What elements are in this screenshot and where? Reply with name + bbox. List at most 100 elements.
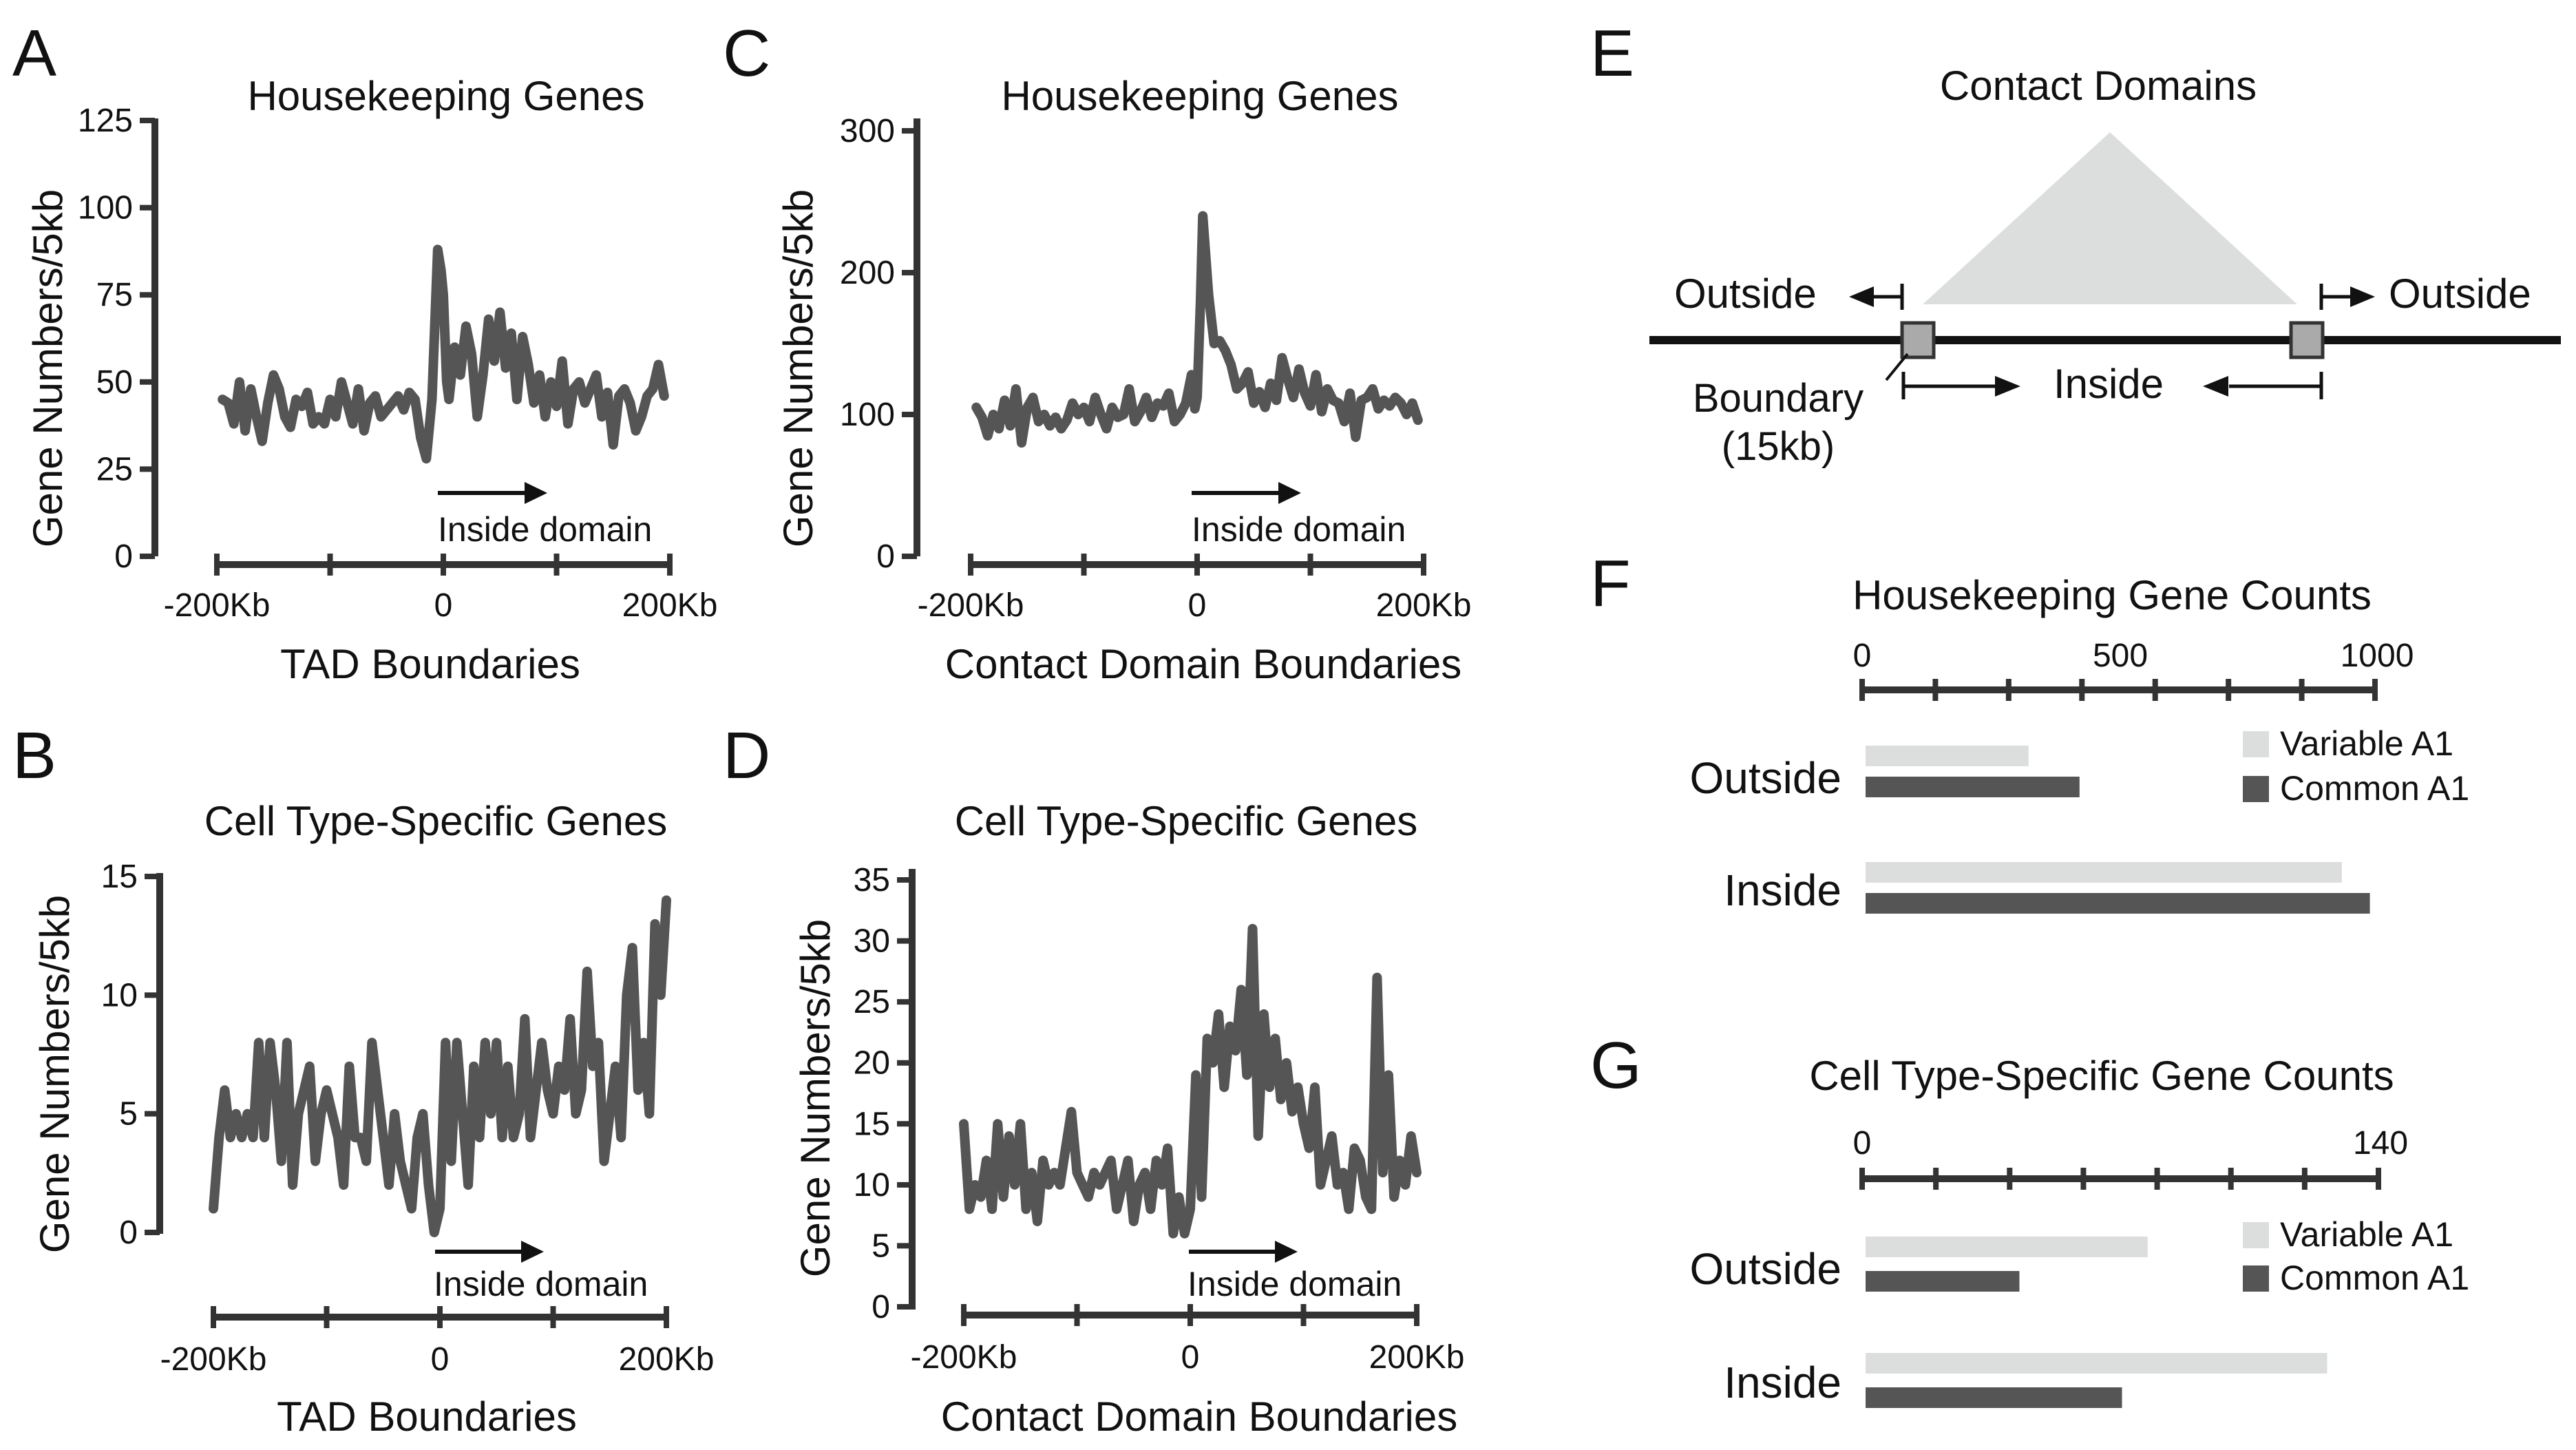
y-tick-label: 75 — [96, 277, 133, 313]
y-tick-label: 15 — [854, 1106, 890, 1142]
y-tick-label: 0 — [872, 1289, 890, 1325]
chart-c-ylabel: Gene Numbers/5kb — [775, 189, 821, 547]
legend-swatch-variable — [2243, 1222, 2269, 1248]
chart-c-annotation: Inside domain — [1192, 510, 1406, 549]
y-tick-label: 300 — [840, 113, 895, 149]
panel-letter-e: E — [1590, 17, 1634, 90]
arrow-left-icon — [1849, 286, 1874, 307]
chart-d: Cell Type-Specific Genes Gene Numbers/5k… — [792, 798, 1464, 1440]
chart-f-title: Housekeeping Gene Counts — [1852, 572, 2372, 618]
legend-label: Variable A1 — [2280, 724, 2453, 763]
chart-b-xtick-label: 200Kb — [619, 1341, 715, 1378]
chart-b-series-line — [209, 895, 671, 1237]
bar-variable-a1-outside — [1866, 746, 2029, 766]
chart-g: Cell Type-Specific Gene Counts 0 140 Out… — [1689, 1053, 2469, 1408]
chart-a-xtick-label: -200Kb — [164, 587, 271, 624]
inside-label: Inside — [2054, 361, 2164, 407]
chart-d-xtick-label: -200Kb — [911, 1339, 1017, 1376]
chart-f-xtick-label: 0 — [1853, 638, 1872, 674]
y-tick-label: 125 — [78, 103, 133, 139]
y-tick-label: 5 — [119, 1096, 138, 1133]
legend-swatch-common — [2243, 1265, 2269, 1292]
chart-c-xtick-label: 0 — [1188, 587, 1207, 624]
panel-letter-c: C — [723, 17, 770, 90]
y-tick-label: 35 — [854, 862, 890, 899]
legend-label: Variable A1 — [2280, 1215, 2453, 1254]
chart-a-series-line — [218, 244, 669, 464]
legend-swatch-variable — [2243, 731, 2269, 757]
chart-f-category-label: Inside — [1724, 865, 1841, 915]
bar-variable-a1-inside — [1866, 862, 2342, 883]
boundary-box-left — [1900, 321, 1936, 359]
chart-c-xtick-label: -200Kb — [918, 587, 1024, 624]
bar-variable-a1-inside — [1866, 1353, 2327, 1374]
chart-a-annotation: Inside domain — [438, 510, 652, 549]
y-tick-label: 20 — [854, 1045, 890, 1082]
chart-b-annotation: Inside domain — [434, 1265, 648, 1303]
y-tick-label: 25 — [854, 984, 890, 1020]
chart-g-xtick-label: 0 — [1853, 1125, 1872, 1162]
boundary-label: Boundary — [1693, 376, 1864, 421]
y-tick-label: 15 — [101, 859, 138, 895]
chart-f-xtick-label: 1000 — [2341, 638, 2414, 674]
legend-label: Common A1 — [2280, 769, 2469, 808]
diagram-title: Contact Domains — [1940, 63, 2257, 109]
arrow-left-icon — [2203, 376, 2228, 397]
panel-letter-f: F — [1590, 547, 1631, 620]
chart-a-xlabel: TAD Boundaries — [280, 641, 580, 687]
panel-letter-b: B — [12, 719, 56, 792]
chart-d-xlabel: Contact Domain Boundaries — [941, 1394, 1457, 1440]
chart-g-category-label: Outside — [1689, 1244, 1841, 1294]
contact-domain-diagram: Contact Domains Outside Outside Inside B… — [1649, 63, 2561, 469]
chart-d-title: Cell Type-Specific Genes — [955, 798, 1418, 844]
y-tick-label: 200 — [840, 255, 895, 291]
chart-d-xtick-label: 200Kb — [1369, 1339, 1465, 1376]
chart-a-xtick-label: 200Kb — [622, 587, 718, 624]
y-tick-label: 10 — [854, 1167, 890, 1204]
chart-c-title: Housekeeping Genes — [1001, 73, 1398, 119]
panel-letter-a: A — [12, 17, 56, 90]
chart-g-title: Cell Type-Specific Gene Counts — [1809, 1053, 2394, 1099]
legend-label: Common A1 — [2280, 1259, 2469, 1297]
chart-b-title: Cell Type-Specific Genes — [204, 798, 668, 844]
chart-b: Cell Type-Specific Genes Gene Numbers/5k… — [32, 798, 714, 1440]
chart-a-ylabel: Gene Numbers/5kb — [25, 189, 71, 547]
bar-common-a1-outside — [1866, 1271, 2020, 1292]
y-tick-label: 50 — [96, 364, 133, 401]
chart-b-xtick-label: -200Kb — [160, 1341, 267, 1378]
arrow-right-icon — [2350, 286, 2375, 307]
chart-b-xtick-label: 0 — [431, 1341, 450, 1378]
chart-c-series-line — [971, 211, 1423, 448]
chart-f-category-label: Outside — [1689, 753, 1841, 803]
outside-right-label: Outside — [2389, 271, 2531, 317]
y-tick-label: 100 — [78, 190, 133, 227]
panel-letter-g: G — [1590, 1029, 1642, 1102]
chart-c-xtick-label: 200Kb — [1376, 587, 1472, 624]
chart-f-xtick-label: 500 — [2093, 638, 2148, 674]
arrow-right-icon — [1995, 376, 2020, 397]
chart-d-annotation: Inside domain — [1187, 1265, 1402, 1303]
chart-c: Housekeeping Genes Gene Numbers/5kb Cont… — [775, 73, 1471, 687]
boundary-box-right — [2289, 321, 2325, 359]
y-tick-label: 100 — [840, 397, 895, 433]
chart-b-xlabel: TAD Boundaries — [277, 1394, 577, 1440]
y-tick-label: 10 — [101, 977, 138, 1013]
chart-f: Housekeeping Gene Counts 0 500 1000 Outs… — [1689, 572, 2469, 915]
chart-g-xtick-label: 140 — [2353, 1125, 2408, 1162]
bar-common-a1-inside — [1866, 893, 2370, 914]
y-tick-label: 5 — [872, 1228, 890, 1264]
y-tick-label: 0 — [119, 1215, 138, 1251]
y-tick-label: 30 — [854, 923, 890, 960]
chart-a-title: Housekeeping Genes — [247, 73, 644, 119]
chart-a: Housekeeping Genes Gene Numbers/5kb TAD … — [25, 73, 717, 687]
boundary-size-label: (15kb) — [1722, 424, 1835, 469]
chart-d-xtick-label: 0 — [1181, 1339, 1200, 1376]
y-tick-label: 0 — [876, 538, 895, 575]
contact-domain-triangle — [1923, 132, 2297, 304]
chart-c-xlabel: Contact Domain Boundaries — [945, 641, 1461, 687]
chart-b-ylabel: Gene Numbers/5kb — [32, 895, 78, 1253]
bar-common-a1-inside — [1866, 1387, 2122, 1408]
panel-letter-d: D — [723, 719, 770, 792]
y-tick-label: 25 — [96, 451, 133, 487]
